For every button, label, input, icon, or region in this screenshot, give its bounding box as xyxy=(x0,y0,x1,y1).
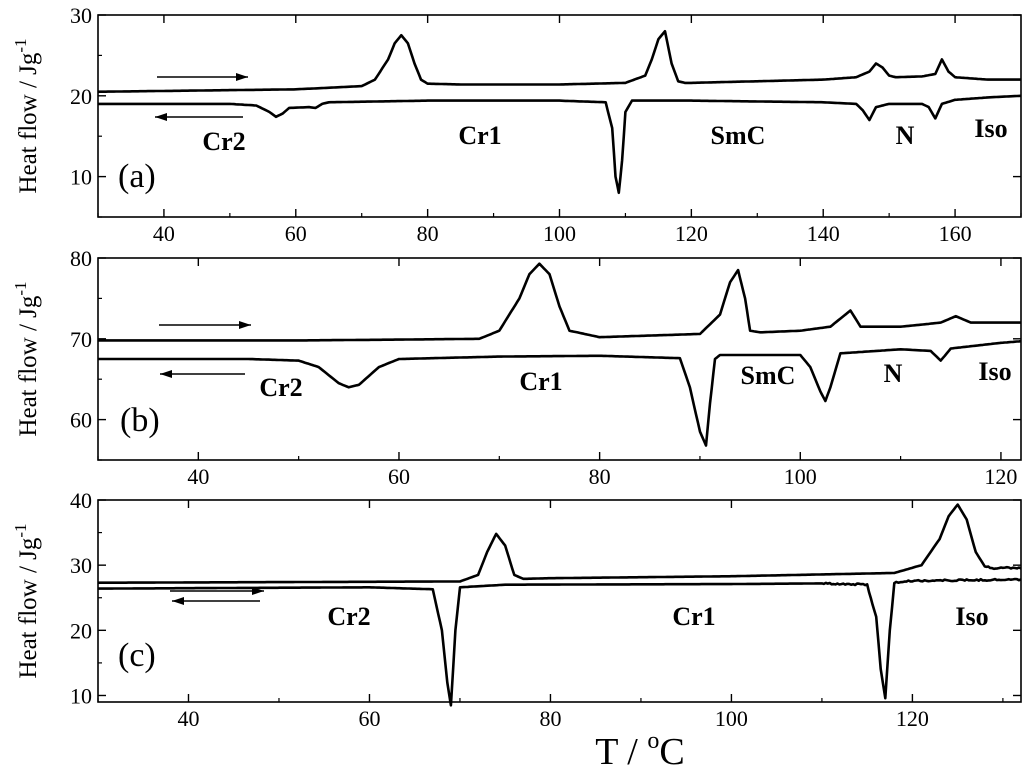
phase-label: Cr1 xyxy=(458,121,501,150)
y-tick-label: 60 xyxy=(70,408,92,433)
x-tick-label: 80 xyxy=(417,221,439,246)
y-axis-label: Heat flow / Jg-1 xyxy=(11,281,42,436)
y-tick-label: 10 xyxy=(70,165,92,190)
panel-label: (a) xyxy=(118,158,156,195)
x-tick-label: 120 xyxy=(896,706,929,731)
phase-label: N xyxy=(896,121,915,150)
y-tick-label: 20 xyxy=(70,84,92,109)
x-tick-label: 120 xyxy=(675,221,708,246)
x-tick-label: 140 xyxy=(807,221,840,246)
x-tick-label: 80 xyxy=(539,706,561,731)
x-tick-label: 60 xyxy=(285,221,307,246)
x-tick-label: 100 xyxy=(715,706,748,731)
phase-label: N xyxy=(884,359,903,388)
y-axis-label: Heat flow / Jg-1 xyxy=(11,523,42,678)
x-tick-label: 60 xyxy=(358,706,380,731)
heating-curve-2 xyxy=(98,262,1021,342)
phase-label: Iso xyxy=(955,602,988,631)
phase-label: SmC xyxy=(711,121,766,150)
x-tick-label: 100 xyxy=(543,221,576,246)
panel-label: (b) xyxy=(120,402,160,439)
phase-label: Cr2 xyxy=(259,373,302,402)
heating-curve-1 xyxy=(97,29,1021,94)
x-tick-label: 100 xyxy=(784,464,817,489)
x-tick-label: 80 xyxy=(589,464,611,489)
cooling-arrow-icon-head xyxy=(155,113,167,121)
heating-arrow-icon-head xyxy=(239,321,251,329)
y-tick-label: 20 xyxy=(70,618,92,643)
y-tick-label: 30 xyxy=(70,553,92,578)
y-tick-label: 10 xyxy=(70,683,92,708)
heating-arrow-icon-head xyxy=(252,587,264,595)
phase-label: SmC xyxy=(741,361,796,390)
y-tick-label: 80 xyxy=(70,246,92,271)
cooling-curve-2 xyxy=(98,339,1022,447)
x-tick-label: 60 xyxy=(388,464,410,489)
heating-arrow-icon-head xyxy=(236,73,248,81)
phase-label: Cr1 xyxy=(519,367,562,396)
plot-frame-1 xyxy=(97,14,1022,218)
phase-label: Cr1 xyxy=(672,602,715,631)
heating-curve-3 xyxy=(97,503,1022,585)
phase-label: Cr2 xyxy=(327,602,370,631)
x-axis-label: T / oC xyxy=(595,728,684,771)
phase-label: Iso xyxy=(974,114,1007,143)
cooling-arrow-icon-head xyxy=(172,597,184,605)
x-tick-label: 40 xyxy=(153,221,175,246)
x-tick-label: 40 xyxy=(187,464,209,489)
cooling-curve-1 xyxy=(98,94,1022,195)
y-tick-label: 40 xyxy=(70,488,92,513)
phase-label: Cr2 xyxy=(202,127,245,156)
cooling-arrow-icon-head xyxy=(160,370,172,378)
x-tick-label: 120 xyxy=(984,464,1017,489)
panel-label: (c) xyxy=(118,637,156,674)
phase-label: Iso xyxy=(978,357,1011,386)
x-tick-label: 40 xyxy=(177,706,199,731)
y-axis-label: Heat flow / Jg-1 xyxy=(11,38,42,193)
plot-frame-3 xyxy=(97,499,1022,703)
y-tick-label: 70 xyxy=(70,327,92,352)
x-tick-label: 160 xyxy=(939,221,972,246)
y-tick-label: 30 xyxy=(70,3,92,28)
cooling-curve-3 xyxy=(98,577,1022,707)
